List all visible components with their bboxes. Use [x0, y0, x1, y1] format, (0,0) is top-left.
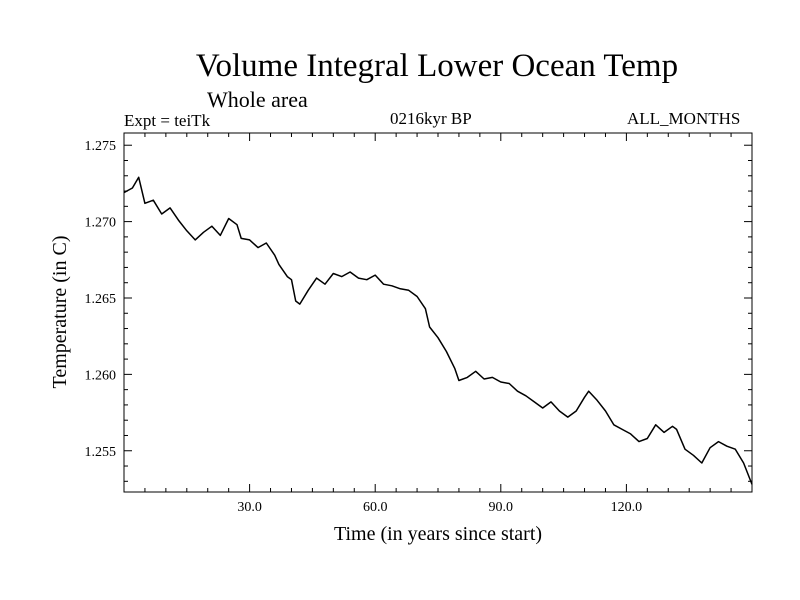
x-tick-label: 120.0: [611, 500, 643, 515]
y-tick-label: 1.255: [85, 445, 117, 460]
x-tick-label: 30.0: [237, 500, 262, 515]
chart-subtitle: Whole area: [207, 87, 308, 112]
chart-title: Volume Integral Lower Ocean Temp: [195, 48, 679, 84]
period-label: 0216kyr BP: [390, 109, 472, 128]
axis-ticks: [124, 133, 752, 492]
y-tick-label: 1.260: [85, 368, 117, 383]
experiment-label: Expt = teiTk: [124, 111, 211, 130]
series-line: [123, 176, 753, 485]
x-tick-label: 90.0: [489, 500, 514, 515]
axis-tick-labels: 30.0 60.0 90.0 120.0 1.255 1.260 1.265 1.270 1.2…: [85, 139, 643, 515]
y-tick-label: 1.265: [85, 292, 117, 307]
y-tick-label: 1.275: [85, 139, 117, 154]
x-axis-label: Time (in years since start): [333, 523, 543, 545]
months-label: ALL_MONTHS: [627, 109, 741, 128]
y-tick-label: 1.270: [85, 216, 117, 231]
series-group: [123, 176, 753, 485]
x-tick-label: 60.0: [363, 500, 388, 515]
plot-frame: [123, 132, 753, 493]
